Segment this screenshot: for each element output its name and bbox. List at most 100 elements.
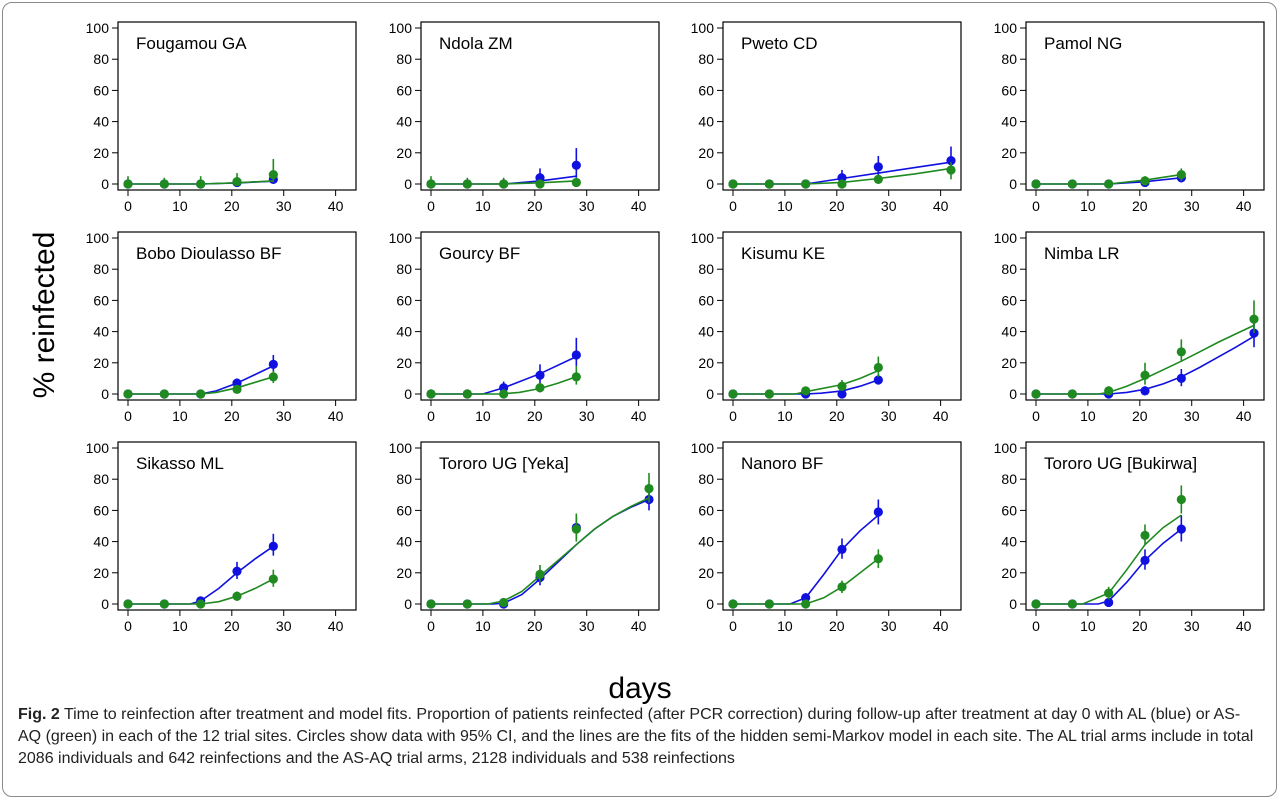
y-tick-label: 100	[86, 440, 110, 456]
y-axis-title: % reinfected	[28, 232, 61, 399]
y-tick-label: 40	[93, 114, 109, 130]
panel-frame	[1025, 21, 1265, 191]
fit-line-AS-AQ	[431, 376, 577, 395]
panel: Pamol NG 0 20 40 60 80 100 0 10 20 30 40	[994, 20, 1265, 214]
y-tick-label: 100	[691, 230, 715, 246]
x-tick-label: 40	[631, 198, 647, 214]
x-tick-label: 30	[881, 618, 897, 634]
y-tick-label: 40	[1001, 114, 1017, 130]
panel-title: Ndola ZM	[439, 34, 513, 53]
data-point	[1140, 176, 1150, 186]
x-tick-label: 0	[124, 618, 132, 634]
fit-line-AS-AQ	[128, 578, 274, 605]
y-tick-label: 0	[706, 176, 714, 192]
data-point	[196, 599, 206, 609]
x-tick-label: 30	[1184, 618, 1200, 634]
data-point	[728, 599, 738, 609]
data-point	[535, 383, 545, 393]
x-tick-label: 0	[1032, 618, 1040, 634]
y-tick-label: 20	[1001, 565, 1017, 581]
y-tick-label: 20	[1001, 355, 1017, 371]
x-tick-label: 20	[527, 618, 543, 634]
data-point	[426, 179, 436, 189]
data-point	[1176, 170, 1186, 180]
x-tick-label: 40	[631, 408, 647, 424]
y-tick-label: 80	[1001, 471, 1017, 487]
data-point	[1140, 370, 1150, 380]
x-tick-label: 40	[1236, 618, 1252, 634]
data-point	[159, 389, 169, 399]
y-tick-label: 60	[396, 502, 412, 518]
data-point	[837, 389, 847, 399]
x-tick-label: 10	[475, 198, 491, 214]
data-point	[232, 384, 242, 394]
y-tick-label: 40	[1001, 534, 1017, 550]
panel-frame	[722, 441, 962, 611]
x-tick-label: 0	[1032, 198, 1040, 214]
y-tick-label: 100	[86, 230, 110, 246]
x-tick-label: 20	[1132, 618, 1148, 634]
x-tick-label: 40	[328, 198, 344, 214]
y-tick-label: 20	[93, 145, 109, 161]
y-tick-label: 0	[706, 386, 714, 402]
x-tick-label: 20	[829, 198, 845, 214]
data-point	[764, 179, 774, 189]
y-tick-label: 20	[396, 565, 412, 581]
y-tick-label: 0	[404, 176, 412, 192]
y-tick-label: 20	[698, 145, 714, 161]
data-point	[946, 156, 956, 166]
data-point	[123, 389, 133, 399]
x-tick-label: 10	[475, 408, 491, 424]
panel-title: Sikasso ML	[136, 454, 224, 473]
figure-caption: Fig. 2 Time to reinfection after treatme…	[18, 704, 1263, 770]
data-point	[1249, 314, 1259, 324]
data-point	[1176, 494, 1186, 505]
panel-frame	[722, 21, 962, 191]
data-point	[801, 179, 811, 189]
panel: Ndola ZM 0 20 40 60 80 100 0 10 20 30 40	[389, 20, 660, 214]
panel: Bobo Dioulasso BF 0 20 40 60 80 100 0 10 20 30 40	[86, 230, 357, 424]
x-tick-label: 0	[1032, 408, 1040, 424]
panel-frame	[420, 231, 660, 401]
data-point	[268, 372, 278, 382]
x-tick-label: 30	[881, 408, 897, 424]
data-point	[873, 375, 883, 385]
y-tick-label: 40	[396, 324, 412, 340]
x-tick-label: 10	[1080, 198, 1096, 214]
x-tick-label: 40	[933, 618, 949, 634]
data-point	[499, 389, 509, 399]
fit-line-AL	[1036, 335, 1255, 395]
data-point	[123, 599, 133, 609]
data-point	[462, 599, 472, 609]
fit-line-AS-AQ	[128, 376, 274, 395]
panel: Fougamou GA 0 20 40 60 80 100 0 10 20 30 40	[86, 20, 357, 214]
data-point	[1140, 386, 1150, 396]
data-point	[123, 179, 133, 189]
x-tick-label: 30	[276, 198, 292, 214]
x-tick-label: 0	[124, 198, 132, 214]
panel-frame	[117, 441, 357, 611]
data-point	[837, 381, 847, 391]
panel-frame	[722, 231, 962, 401]
y-tick-label: 40	[93, 324, 109, 340]
data-point	[837, 179, 847, 189]
y-tick-label: 0	[706, 596, 714, 612]
y-tick-label: 20	[93, 355, 109, 371]
fit-line-AS-AQ	[733, 167, 952, 185]
fit-line-AS-AQ	[1036, 514, 1182, 605]
data-point	[873, 174, 883, 184]
y-tick-label: 20	[93, 565, 109, 581]
data-point	[837, 544, 847, 555]
data-point	[873, 554, 883, 564]
data-point	[268, 170, 278, 180]
data-point	[764, 389, 774, 399]
x-tick-label: 10	[172, 618, 188, 634]
data-point	[535, 370, 545, 380]
fit-line-AS-AQ	[733, 558, 879, 605]
data-point	[728, 179, 738, 189]
data-point	[1031, 389, 1041, 399]
panel-title: Bobo Dioulasso BF	[136, 244, 282, 263]
data-point	[571, 177, 581, 188]
